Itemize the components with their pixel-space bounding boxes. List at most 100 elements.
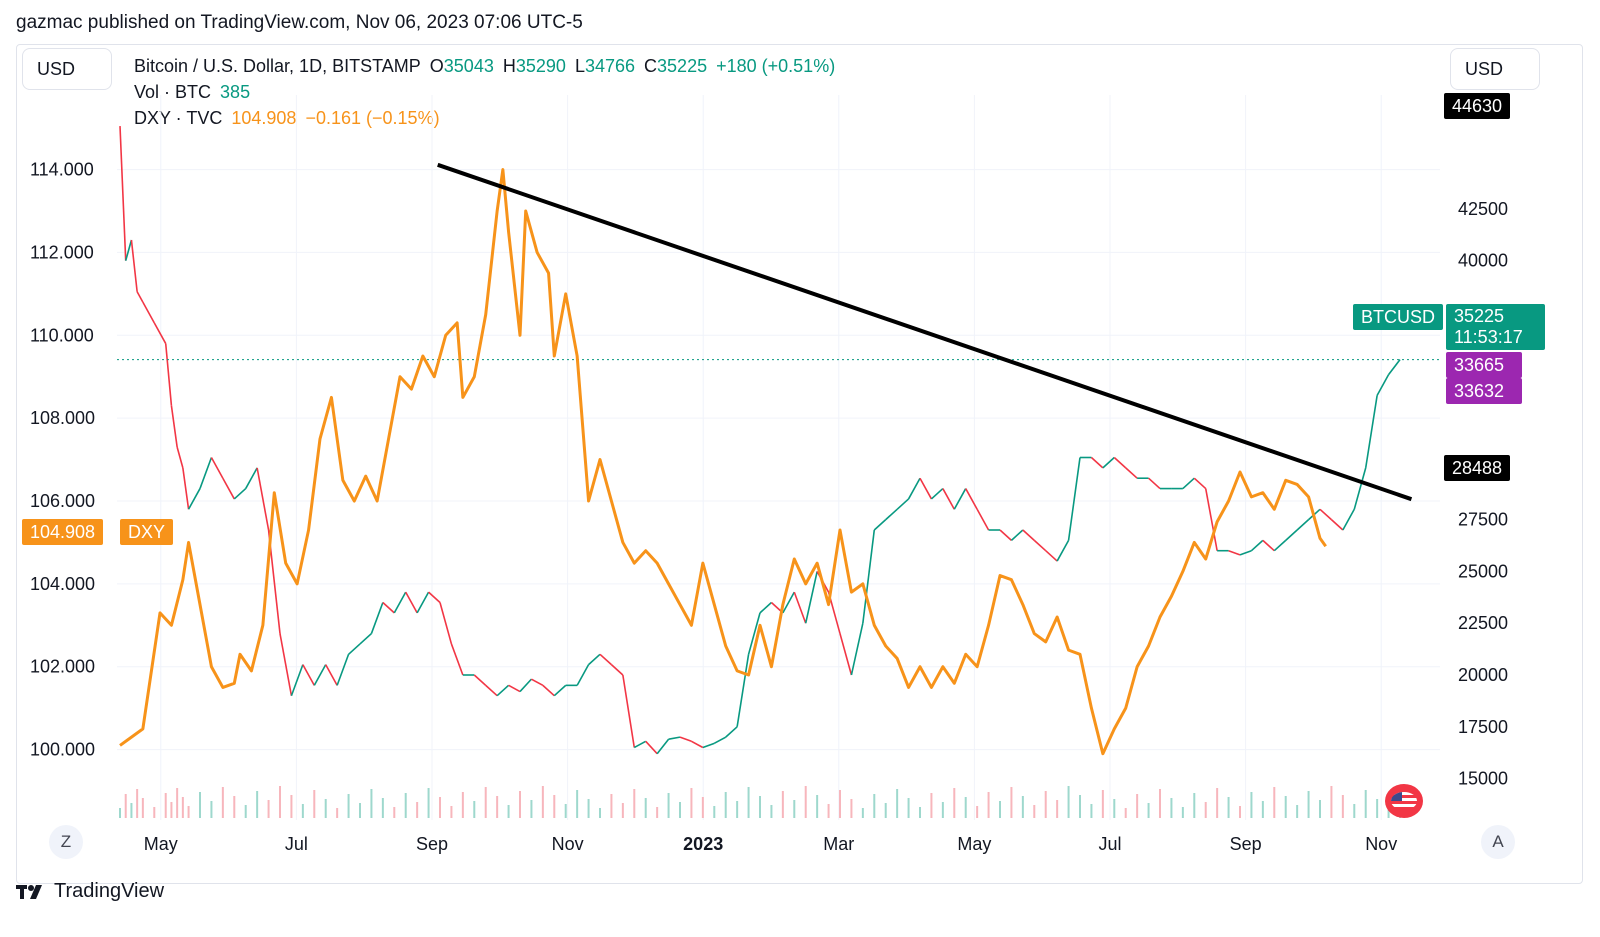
btc-segment xyxy=(588,653,601,666)
brand-name: TradingView xyxy=(54,880,165,902)
volume-bar xyxy=(347,794,350,818)
volume-bar xyxy=(187,806,190,818)
volume-bar xyxy=(827,804,830,818)
btc-segment xyxy=(302,664,315,686)
volume-bar xyxy=(976,806,979,818)
volume-bar xyxy=(279,786,281,818)
volume-bar xyxy=(1101,790,1104,818)
auto-scale-button[interactable]: A xyxy=(1481,825,1515,859)
price-tag-btc-name: BTCUSD xyxy=(1353,304,1444,330)
btc-segment xyxy=(1364,395,1378,468)
volume-bar xyxy=(119,808,121,818)
btc-segment xyxy=(1273,539,1287,552)
btc-segment xyxy=(210,457,224,479)
volume-bar xyxy=(1170,798,1173,818)
volume-bar xyxy=(873,794,876,818)
volume-bar xyxy=(701,797,704,818)
volume-bar xyxy=(1239,806,1241,818)
btc-segment xyxy=(633,740,647,749)
btc-segment xyxy=(1022,529,1035,541)
x-axis-tick: Mar xyxy=(823,834,854,854)
price-tag-dxy-name: DXY xyxy=(120,519,174,545)
volume-bar xyxy=(324,799,327,818)
volume-bar xyxy=(1181,807,1184,818)
legend-dxy-label: DXY · TVC xyxy=(134,108,223,128)
volume-bar xyxy=(199,792,201,818)
left-axis-tick: 100.000 xyxy=(30,740,95,760)
btc-segment xyxy=(542,684,555,697)
volume-bar xyxy=(1090,804,1093,818)
btc-segment xyxy=(1376,374,1390,396)
volume-bar xyxy=(450,806,453,818)
chart-frame xyxy=(16,44,1583,884)
volume-bar xyxy=(1010,787,1013,818)
volume-bar xyxy=(1227,797,1230,818)
volume-bar xyxy=(1067,786,1070,818)
volume-bar xyxy=(1341,795,1344,818)
us-flag-icon[interactable] xyxy=(1385,784,1423,818)
volume-bar xyxy=(1021,796,1024,818)
btc-segment xyxy=(679,736,692,743)
volume-bar xyxy=(290,795,293,818)
btc-segment xyxy=(1204,488,1218,551)
right-axis-tick: 25000 xyxy=(1458,561,1508,581)
x-axis-tick: Sep xyxy=(416,834,448,854)
volume-bar xyxy=(473,801,476,818)
left-axis-tick: 102.000 xyxy=(30,657,95,677)
volume-bar xyxy=(747,787,750,818)
btc-segment xyxy=(519,678,533,693)
btc-segment xyxy=(725,726,738,738)
volume-bar xyxy=(530,800,533,818)
volume-bar xyxy=(359,803,361,818)
btc-segment xyxy=(953,488,967,510)
btc-segment xyxy=(1342,508,1355,531)
volume-bar xyxy=(884,803,887,818)
volume-bar xyxy=(1261,801,1264,818)
legend-dxy-change: −0.161 (−0.15%) xyxy=(305,108,440,128)
btc-segment xyxy=(1330,519,1344,531)
x-axis-tick: Nov xyxy=(1365,834,1397,854)
volume-bar xyxy=(564,804,567,818)
volume-bar xyxy=(336,808,339,818)
btc-segment xyxy=(1239,549,1252,556)
btc-segment xyxy=(1113,456,1127,469)
volume-bar xyxy=(679,802,681,818)
btc-segment xyxy=(1285,529,1298,541)
volume-bar xyxy=(461,792,464,818)
left-unit-button[interactable]: USD xyxy=(22,48,112,90)
volume-bar xyxy=(1079,795,1081,818)
right-axis-tick: 20000 xyxy=(1458,665,1508,685)
volume-bar xyxy=(1353,804,1356,818)
btc-segment xyxy=(428,591,441,604)
price-tag-28488: 28488 xyxy=(1444,455,1511,481)
btc-segment xyxy=(702,742,715,749)
legend-volume: Vol · BTC 385 xyxy=(134,82,254,103)
btc-segment xyxy=(1296,519,1310,531)
volume-bar xyxy=(1159,789,1161,818)
volume-bar xyxy=(541,786,544,818)
legend-low-label: L xyxy=(574,56,585,76)
left-axis-tick: 106.000 xyxy=(30,491,95,511)
volume-bar xyxy=(1136,794,1139,818)
btc-segment xyxy=(965,488,978,510)
btc-segment xyxy=(256,467,270,531)
volume-bar xyxy=(576,790,579,818)
btc-segment xyxy=(508,684,521,693)
zoom-button[interactable]: Z xyxy=(49,825,83,859)
right-axis-tick: 27500 xyxy=(1458,510,1508,530)
volume-bar xyxy=(153,807,156,818)
legend-high: 35290 xyxy=(515,56,566,76)
tradingview-logo[interactable]: TradingView xyxy=(16,880,164,903)
volume-bar xyxy=(370,789,373,818)
volume-bar xyxy=(210,801,213,818)
volume-bar xyxy=(130,803,133,818)
btc-segment xyxy=(622,674,636,748)
right-unit-button[interactable]: USD xyxy=(1450,48,1540,90)
btc-segment xyxy=(999,529,1012,541)
volume-bar xyxy=(907,798,910,818)
left-axis-tick: 110.000 xyxy=(30,325,94,345)
volume-bar xyxy=(124,794,127,818)
btc-segment xyxy=(645,740,658,755)
volume-bar xyxy=(587,799,590,818)
